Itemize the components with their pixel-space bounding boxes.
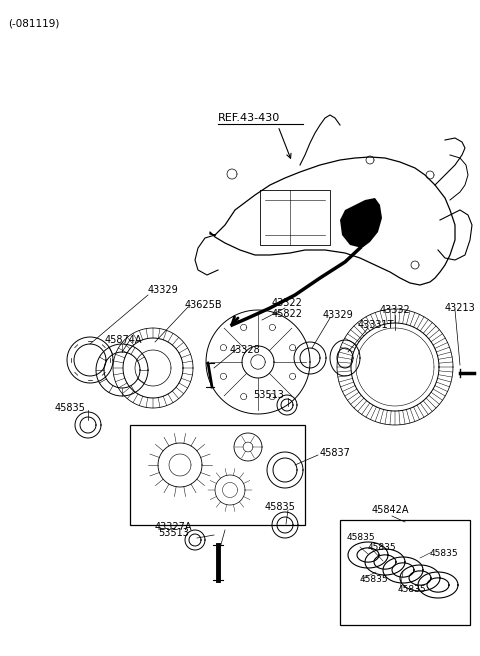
Text: 45835: 45835 <box>368 544 396 552</box>
Text: 45837: 45837 <box>320 448 351 458</box>
Text: 45835: 45835 <box>265 502 296 512</box>
Text: 45835: 45835 <box>347 533 376 543</box>
Text: 43328: 43328 <box>230 345 261 355</box>
Text: 45842A: 45842A <box>372 505 409 515</box>
Bar <box>130 425 305 525</box>
Text: 45835: 45835 <box>398 586 427 594</box>
Text: 45822: 45822 <box>272 309 303 319</box>
Text: REF.43-430: REF.43-430 <box>218 113 280 123</box>
Text: 53513: 53513 <box>158 528 189 538</box>
Text: 43331T: 43331T <box>358 320 395 330</box>
Text: 43625B: 43625B <box>185 300 223 310</box>
Text: 43322: 43322 <box>272 298 303 308</box>
Text: 45835: 45835 <box>55 403 86 413</box>
Text: 43332: 43332 <box>380 305 411 315</box>
Text: 45835: 45835 <box>360 575 389 584</box>
Text: 43329: 43329 <box>148 285 179 295</box>
Bar <box>340 520 470 625</box>
Text: 43327A: 43327A <box>155 522 192 532</box>
Text: 53513: 53513 <box>253 390 284 400</box>
Text: 43329: 43329 <box>323 310 354 320</box>
Polygon shape <box>340 198 382 248</box>
Text: 45835: 45835 <box>430 548 458 558</box>
Text: 45874A: 45874A <box>105 335 143 345</box>
Text: 43213: 43213 <box>445 303 476 313</box>
Text: (-081119): (-081119) <box>8 18 60 28</box>
